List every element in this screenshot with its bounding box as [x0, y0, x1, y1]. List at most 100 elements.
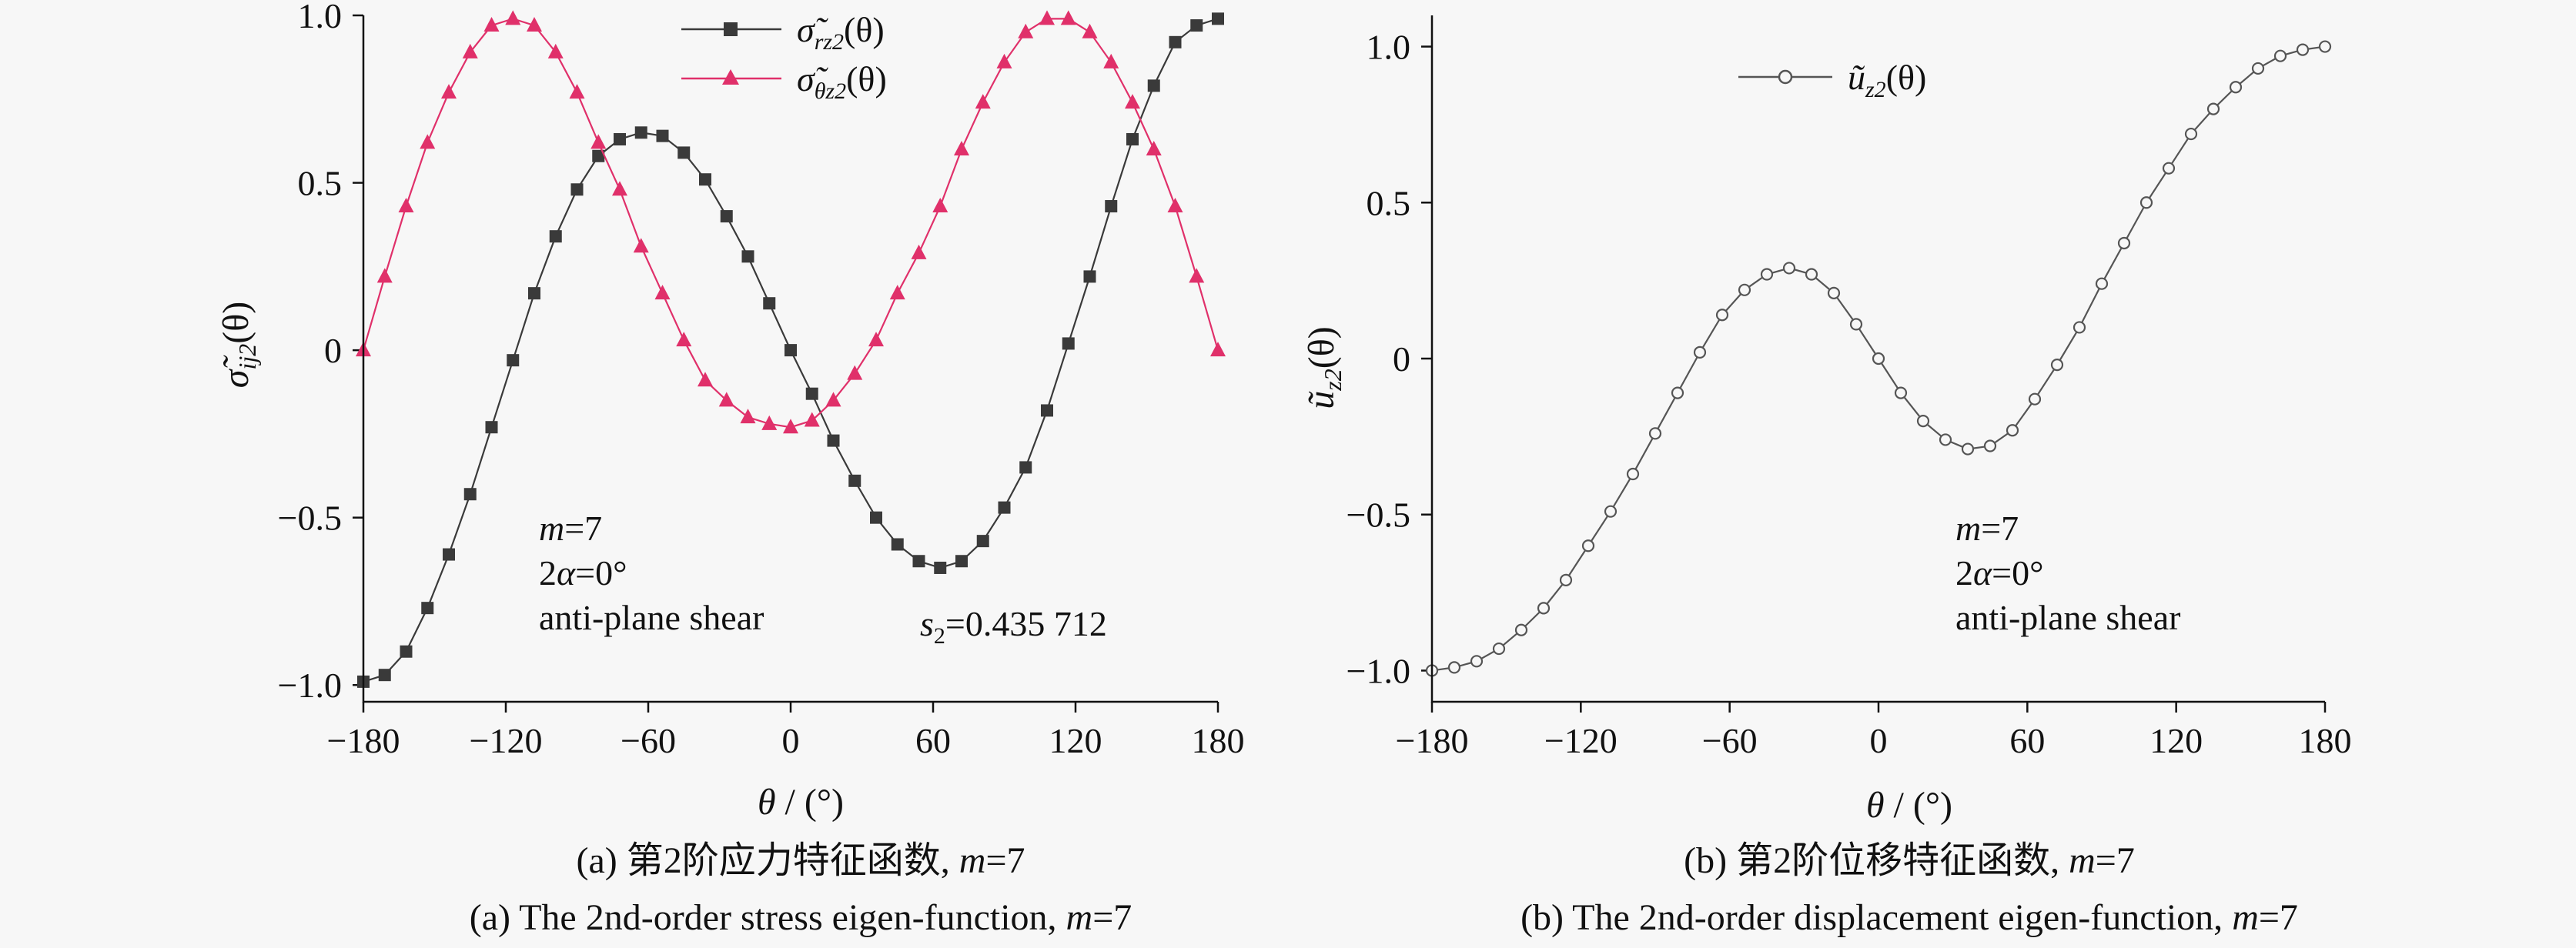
panel-b-series-0-point: [1916, 414, 1930, 428]
panel-a: −180 −120 −60 0 60 120 180 −1.0 −0.5 0 0.5 1.0 σ̃rz…: [216, 0, 1245, 938]
panel-a-series-0-point: [549, 230, 562, 243]
panel-b-y-tick-label: 0: [1393, 339, 1410, 379]
panel-a-series-0-point: [378, 669, 391, 682]
panel-a-series-1-point: [676, 332, 692, 347]
panel-a-series: [356, 10, 1226, 688]
panel-a-y-axis-label: σ̃ij2(θ): [216, 302, 261, 388]
panel-a-series-0-point: [827, 434, 840, 447]
panel-a-series-0-point: [443, 548, 455, 561]
panel-b-annotation-mode: anti-plane shear: [1955, 598, 2180, 637]
panel-b-series-0-point: [1894, 386, 1908, 399]
panel-b-series-0-point: [1961, 442, 1975, 456]
panel-b-y-tick-label: 1.0: [1367, 28, 1411, 67]
panel-a-series-1-point: [847, 365, 863, 380]
panel-a-series-0-point: [1126, 132, 1139, 145]
panel-a-annotation-mode: anti-plane shear: [539, 598, 764, 637]
panel-b-series-0-point: [1648, 427, 1662, 440]
panel-a-series-1-point: [1060, 10, 1076, 25]
panel-b-series-0-point: [1805, 268, 1818, 281]
panel-a-series-1-point: [590, 134, 607, 149]
panel-a-series-0-point: [891, 538, 904, 551]
legend-label-sigma-thetaz2: σ̃θz2(θ): [797, 59, 887, 104]
panel-a-x-tick-label: 0: [782, 721, 800, 760]
panel-a-series-1-point: [783, 419, 798, 434]
panel-b-y-axis-label: ũz2(θ): [1301, 326, 1347, 409]
panel-a-series-1-point: [483, 17, 500, 32]
panel-a-series-1-point: [441, 84, 457, 99]
panel-b: −180 −120 −60 0 60 120 180 −1.0 −0.5 0 0.5 1.0 ũz2(…: [1301, 15, 2352, 938]
panel-a-x-tick-label: 120: [1049, 721, 1102, 760]
panel-a-series-0-point: [463, 488, 477, 501]
panel-a-x-tick-label: 60: [915, 721, 951, 760]
panel-b-series: [1425, 40, 2332, 677]
panel-b-y-tick-label: 0.5: [1367, 183, 1411, 222]
panel-b-series-0-point: [1671, 386, 1684, 399]
panel-a-series-1-point: [954, 141, 969, 156]
panel-b-y-tick-label: −1.0: [1347, 651, 1410, 690]
panel-b-series-0-point: [2028, 392, 2042, 406]
panel-a-series-1-point: [889, 285, 905, 300]
panel-a-x-tick-label: 180: [1192, 721, 1245, 760]
panel-b-x-tick-label: −120: [1544, 721, 1618, 760]
panel-a-series-1-point: [1039, 10, 1055, 25]
panel-a-series-0-point: [614, 132, 626, 145]
panel-b-x-axis-label: θ / (°): [1866, 785, 1952, 826]
panel-b-series-0-point: [1872, 352, 1885, 366]
panel-b-series-0-point: [1626, 467, 1640, 481]
panel-b-series-0-point: [1760, 268, 1774, 281]
panel-a-series-0-point: [848, 474, 861, 487]
panel-b-series-0-point: [1693, 345, 1707, 359]
panel-a-x-tick-label: −180: [327, 721, 400, 760]
panel-a-y-tick-label: −0.5: [278, 499, 342, 538]
panel-b-x-tick-label: −60: [1702, 721, 1758, 760]
panel-b-series-0-point: [1738, 283, 1751, 296]
panel-b-caption-cn: (b) 第2阶位移特征函数, m=7: [1684, 840, 2135, 881]
legend-entry-sigma-rz2: σ̃rz2(θ): [681, 10, 885, 55]
panel-a-series-1-point: [527, 17, 542, 32]
panel-a-series-1-point: [1210, 342, 1226, 357]
panel-b-caption-en: (b) The 2nd-order displacement eigen-fun…: [1521, 897, 2298, 938]
panel-b-series-0-point: [2273, 49, 2287, 62]
panel-a-annotation-m: m=7: [539, 509, 602, 548]
legend-label-sigma-rz2: σ̃rz2(θ): [797, 10, 885, 55]
panel-a-series-0-point: [741, 250, 754, 263]
panel-b-series-0-point: [2318, 40, 2332, 53]
panel-b-series-0-point: [1492, 642, 1506, 656]
panel-a-series-0-point: [699, 173, 711, 186]
panel-a-series-0-point: [912, 555, 925, 568]
panel-a-series-0-point: [1190, 19, 1203, 32]
panel-a-series-1-point: [911, 244, 927, 259]
panel-a-caption-cn: (a) 第2阶应力特征函数, m=7: [576, 840, 1025, 881]
panel-a-series-0-point: [976, 535, 989, 548]
panel-a-series-1-point: [1018, 23, 1034, 38]
panel-a-series-0-point: [634, 126, 647, 139]
panel-a-series-0-point: [1212, 12, 1224, 25]
panel-a-caption-en: (a) The 2nd-order stress eigen-function,…: [470, 897, 1132, 938]
panel-a-series-1-point: [996, 53, 1012, 68]
panel-a-series-0-point: [528, 287, 540, 300]
panel-a-series-1-point: [1082, 23, 1098, 38]
panel-a-series-1-point: [612, 181, 627, 196]
panel-a-series-0-point: [955, 555, 968, 568]
panel-a-series-0-point: [677, 146, 691, 159]
panel-b-series-0-point: [1604, 505, 1618, 518]
panel-a-series-0-point: [592, 149, 605, 162]
panel-a-series-1-point: [761, 415, 778, 430]
panel-a-series-0-point: [1169, 35, 1182, 48]
legend-label-u-z2: ũz2(θ): [1848, 58, 1926, 102]
panel-b-annotation-angle: 2α=0°: [1955, 553, 2044, 592]
panel-a-series-1-point: [376, 268, 393, 283]
panel-b-x-tick-label: 120: [2149, 721, 2203, 760]
panel-b-series-0-point: [2139, 196, 2153, 209]
panel-b-series-0-point: [1939, 433, 1952, 446]
panel-a-y-tick-label: 0: [324, 331, 342, 370]
panel-a-series-0-point: [1041, 404, 1053, 417]
panel-a-series-0-point: [656, 129, 669, 142]
panel-b-series-0-point: [1715, 309, 1729, 322]
panel-b-ticks: −180 −120 −60 0 60 120 180 −1.0 −0.5 0 0.5 1.0: [1347, 28, 2352, 760]
panel-a-series-0-point: [998, 501, 1011, 514]
panel-a-series-1-point: [975, 94, 991, 109]
panel-b-series-0-point: [1447, 661, 1461, 674]
panel-a-series-1-point: [1189, 268, 1205, 283]
